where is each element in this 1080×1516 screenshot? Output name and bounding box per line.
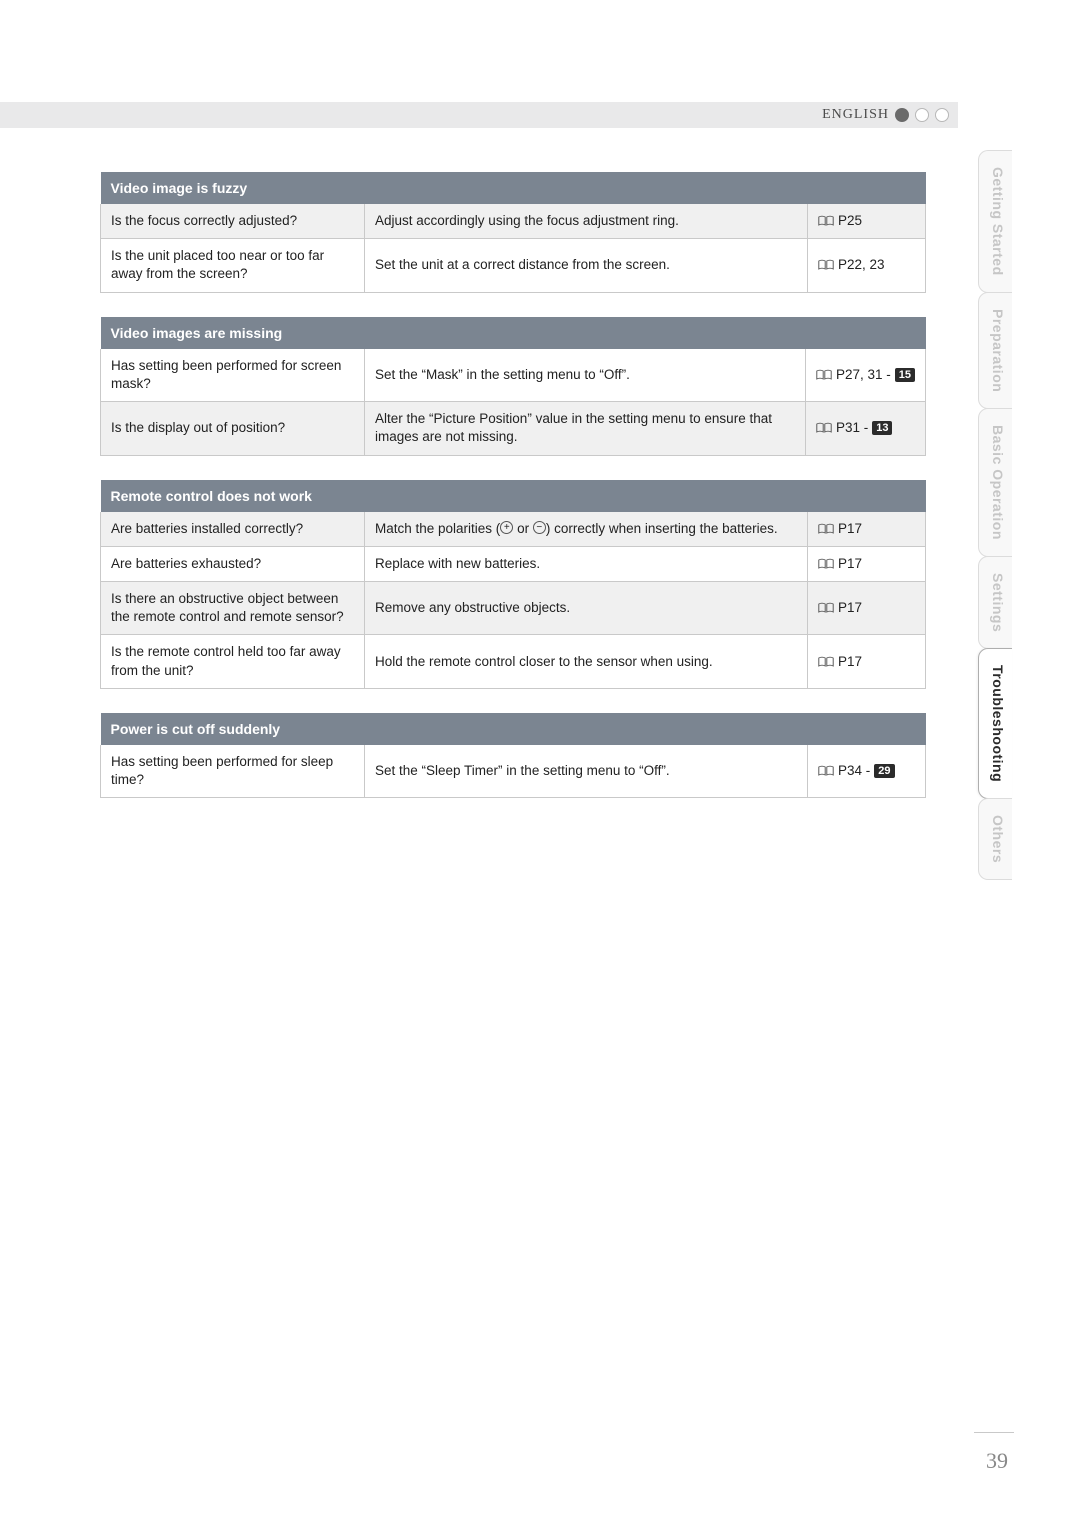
lang-dot-3-icon <box>935 108 949 122</box>
reference-text: P31 - <box>836 419 868 437</box>
reference-badge: 13 <box>872 421 892 435</box>
reference-badge: 15 <box>895 368 915 382</box>
section-header: Power is cut off suddenly <box>101 713 926 745</box>
section-header: Remote control does not work <box>101 480 926 512</box>
book-icon <box>816 369 832 381</box>
reference-cell: P17 <box>808 635 926 688</box>
question-cell: Are batteries installed correctly? <box>101 512 365 547</box>
side-tab[interactable]: Settings <box>978 556 1012 649</box>
content-area: Video image is fuzzyIs the focus correct… <box>100 172 926 822</box>
book-icon <box>818 656 834 668</box>
troubleshoot-table: Power is cut off suddenlyHas setting bee… <box>100 713 926 798</box>
question-cell: Has setting been performed for sleep tim… <box>101 745 365 798</box>
question-cell: Is the display out of position? <box>101 402 365 455</box>
book-icon <box>818 602 834 614</box>
reference-cell: P17 <box>808 581 926 634</box>
reference-text: P34 - <box>838 762 870 780</box>
reference-text: P17 <box>838 520 862 538</box>
troubleshoot-table: Remote control does not workAre batterie… <box>100 480 926 689</box>
side-tab[interactable]: Troubleshooting <box>978 648 1012 799</box>
table-row: Is the remote control held too far away … <box>101 635 926 688</box>
reference-cell: P31 - 13 <box>805 402 925 455</box>
page-number: 39 <box>986 1448 1008 1474</box>
reference-text: P17 <box>838 555 862 573</box>
answer-cell: Hold the remote control closer to the se… <box>365 635 808 688</box>
table-row: Is the focus correctly adjusted?Adjust a… <box>101 204 926 239</box>
troubleshoot-table: Video images are missingHas setting been… <box>100 317 926 456</box>
table-row: Has setting been performed for screen ma… <box>101 349 926 402</box>
language-label: ENGLISH <box>822 107 889 123</box>
reference-text: P17 <box>838 653 862 671</box>
reference-cell: P17 <box>808 512 926 547</box>
side-nav-tabs: Getting StartedPreparationBasic Operatio… <box>978 150 1012 879</box>
book-icon <box>816 422 832 434</box>
table-row: Are batteries installed correctly?Match … <box>101 512 926 547</box>
answer-cell: Alter the “Picture Position” value in th… <box>365 402 806 455</box>
reference-cell: P34 - 29 <box>808 745 926 798</box>
question-cell: Is the remote control held too far away … <box>101 635 365 688</box>
reference-cell: P22, 23 <box>808 239 926 292</box>
answer-cell: Adjust accordingly using the focus adjus… <box>365 204 808 239</box>
answer-cell: Remove any obstructive objects. <box>365 581 808 634</box>
reference-text: P17 <box>838 599 862 617</box>
top-header-bar <box>0 102 958 128</box>
table-row: Is there an obstructive object between t… <box>101 581 926 634</box>
table-row: Is the display out of position?Alter the… <box>101 402 926 455</box>
table-row: Are batteries exhausted?Replace with new… <box>101 546 926 581</box>
reference-cell: P27, 31 - 15 <box>805 349 925 402</box>
side-tab[interactable]: Getting Started <box>978 150 1012 293</box>
reference-cell: P17 <box>808 546 926 581</box>
answer-cell: Set the “Sleep Timer” in the setting men… <box>365 745 808 798</box>
answer-cell: Set the unit at a correct distance from … <box>365 239 808 292</box>
book-icon <box>818 523 834 535</box>
question-cell: Is the focus correctly adjusted? <box>101 204 365 239</box>
lang-dot-1-icon <box>895 108 909 122</box>
table-row: Is the unit placed too near or too far a… <box>101 239 926 292</box>
table-row: Has setting been performed for sleep tim… <box>101 745 926 798</box>
book-icon <box>818 558 834 570</box>
book-icon <box>818 765 834 777</box>
section-header: Video images are missing <box>101 317 926 349</box>
book-icon <box>818 215 834 227</box>
side-tab[interactable]: Basic Operation <box>978 408 1012 557</box>
language-indicator: ENGLISH <box>822 102 957 128</box>
reference-text: P27, 31 - <box>836 366 891 384</box>
lang-dot-2-icon <box>915 108 929 122</box>
answer-cell: Set the “Mask” in the setting menu to “O… <box>365 349 806 402</box>
reference-badge: 29 <box>874 764 894 778</box>
reference-text: P22, 23 <box>838 256 885 274</box>
reference-cell: P25 <box>808 204 926 239</box>
question-cell: Is the unit placed too near or too far a… <box>101 239 365 292</box>
side-tab[interactable]: Others <box>978 798 1012 880</box>
answer-cell: Replace with new batteries. <box>365 546 808 581</box>
side-tab[interactable]: Preparation <box>978 292 1012 409</box>
question-cell: Has setting been performed for screen ma… <box>101 349 365 402</box>
reference-text: P25 <box>838 212 862 230</box>
answer-cell: Match the polarities (+ or −) correctly … <box>365 512 808 547</box>
book-icon <box>818 259 834 271</box>
question-cell: Are batteries exhausted? <box>101 546 365 581</box>
troubleshoot-table: Video image is fuzzyIs the focus correct… <box>100 172 926 293</box>
question-cell: Is there an obstructive object between t… <box>101 581 365 634</box>
section-header: Video image is fuzzy <box>101 172 926 204</box>
